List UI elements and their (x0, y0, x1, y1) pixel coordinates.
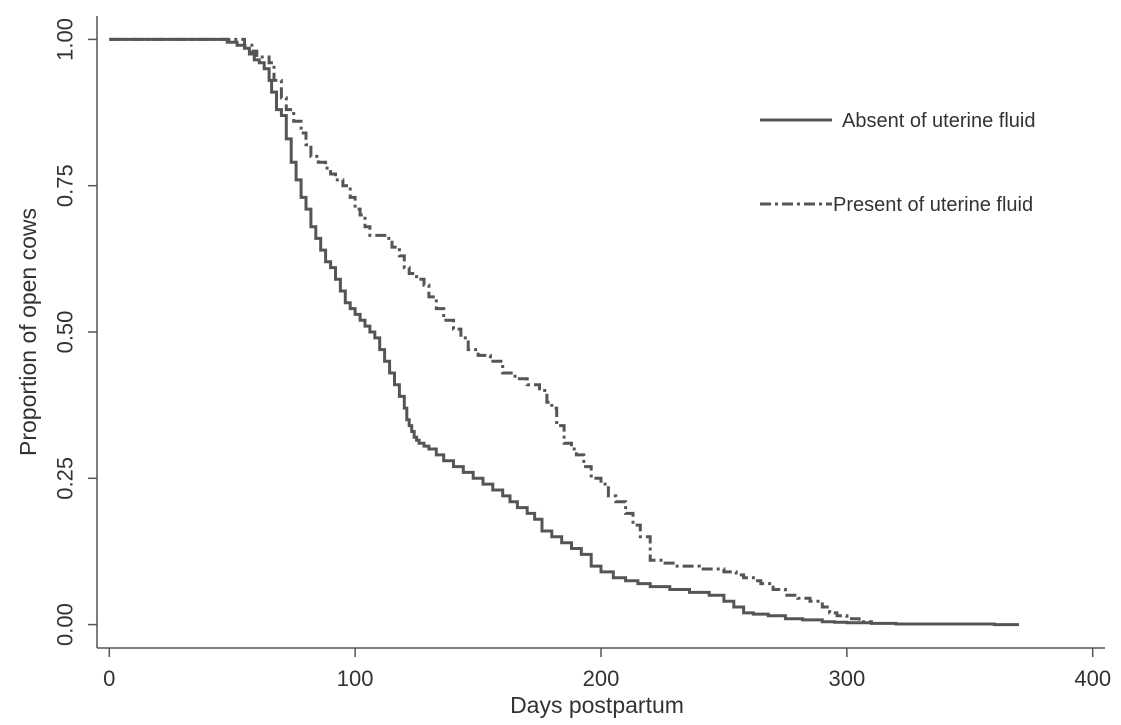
legend-label: Present of uterine fluid (833, 194, 1033, 216)
x-tick-label: 100 (337, 666, 374, 691)
x-tick-label: 400 (1074, 666, 1111, 691)
x-tick-label: 200 (583, 666, 620, 691)
legend-label: Absent of uterine fluid (842, 110, 1035, 132)
legend: Absent of uterine fluid Present of uterin… (760, 110, 1035, 216)
series-group (109, 37, 1019, 627)
y-axis-title: Proportion of open cows (15, 208, 41, 456)
y-tick-label: 1.00 (53, 18, 78, 61)
series-line-present (109, 37, 873, 625)
x-axis-title: Days postpartum (510, 692, 684, 718)
y-tick-label: 0.75 (53, 164, 78, 207)
series-line-absent (109, 37, 1019, 627)
y-tick-label: 0.50 (53, 311, 78, 354)
x-tick-label: 0 (103, 666, 115, 691)
y-tick-label: 0.25 (53, 457, 78, 500)
x-tick-label: 300 (828, 666, 865, 691)
ticks: 0 100 200 300 400 0.00 0.25 0.50 0.75 1.00 (53, 18, 1112, 691)
y-tick-label: 0.00 (53, 603, 78, 646)
